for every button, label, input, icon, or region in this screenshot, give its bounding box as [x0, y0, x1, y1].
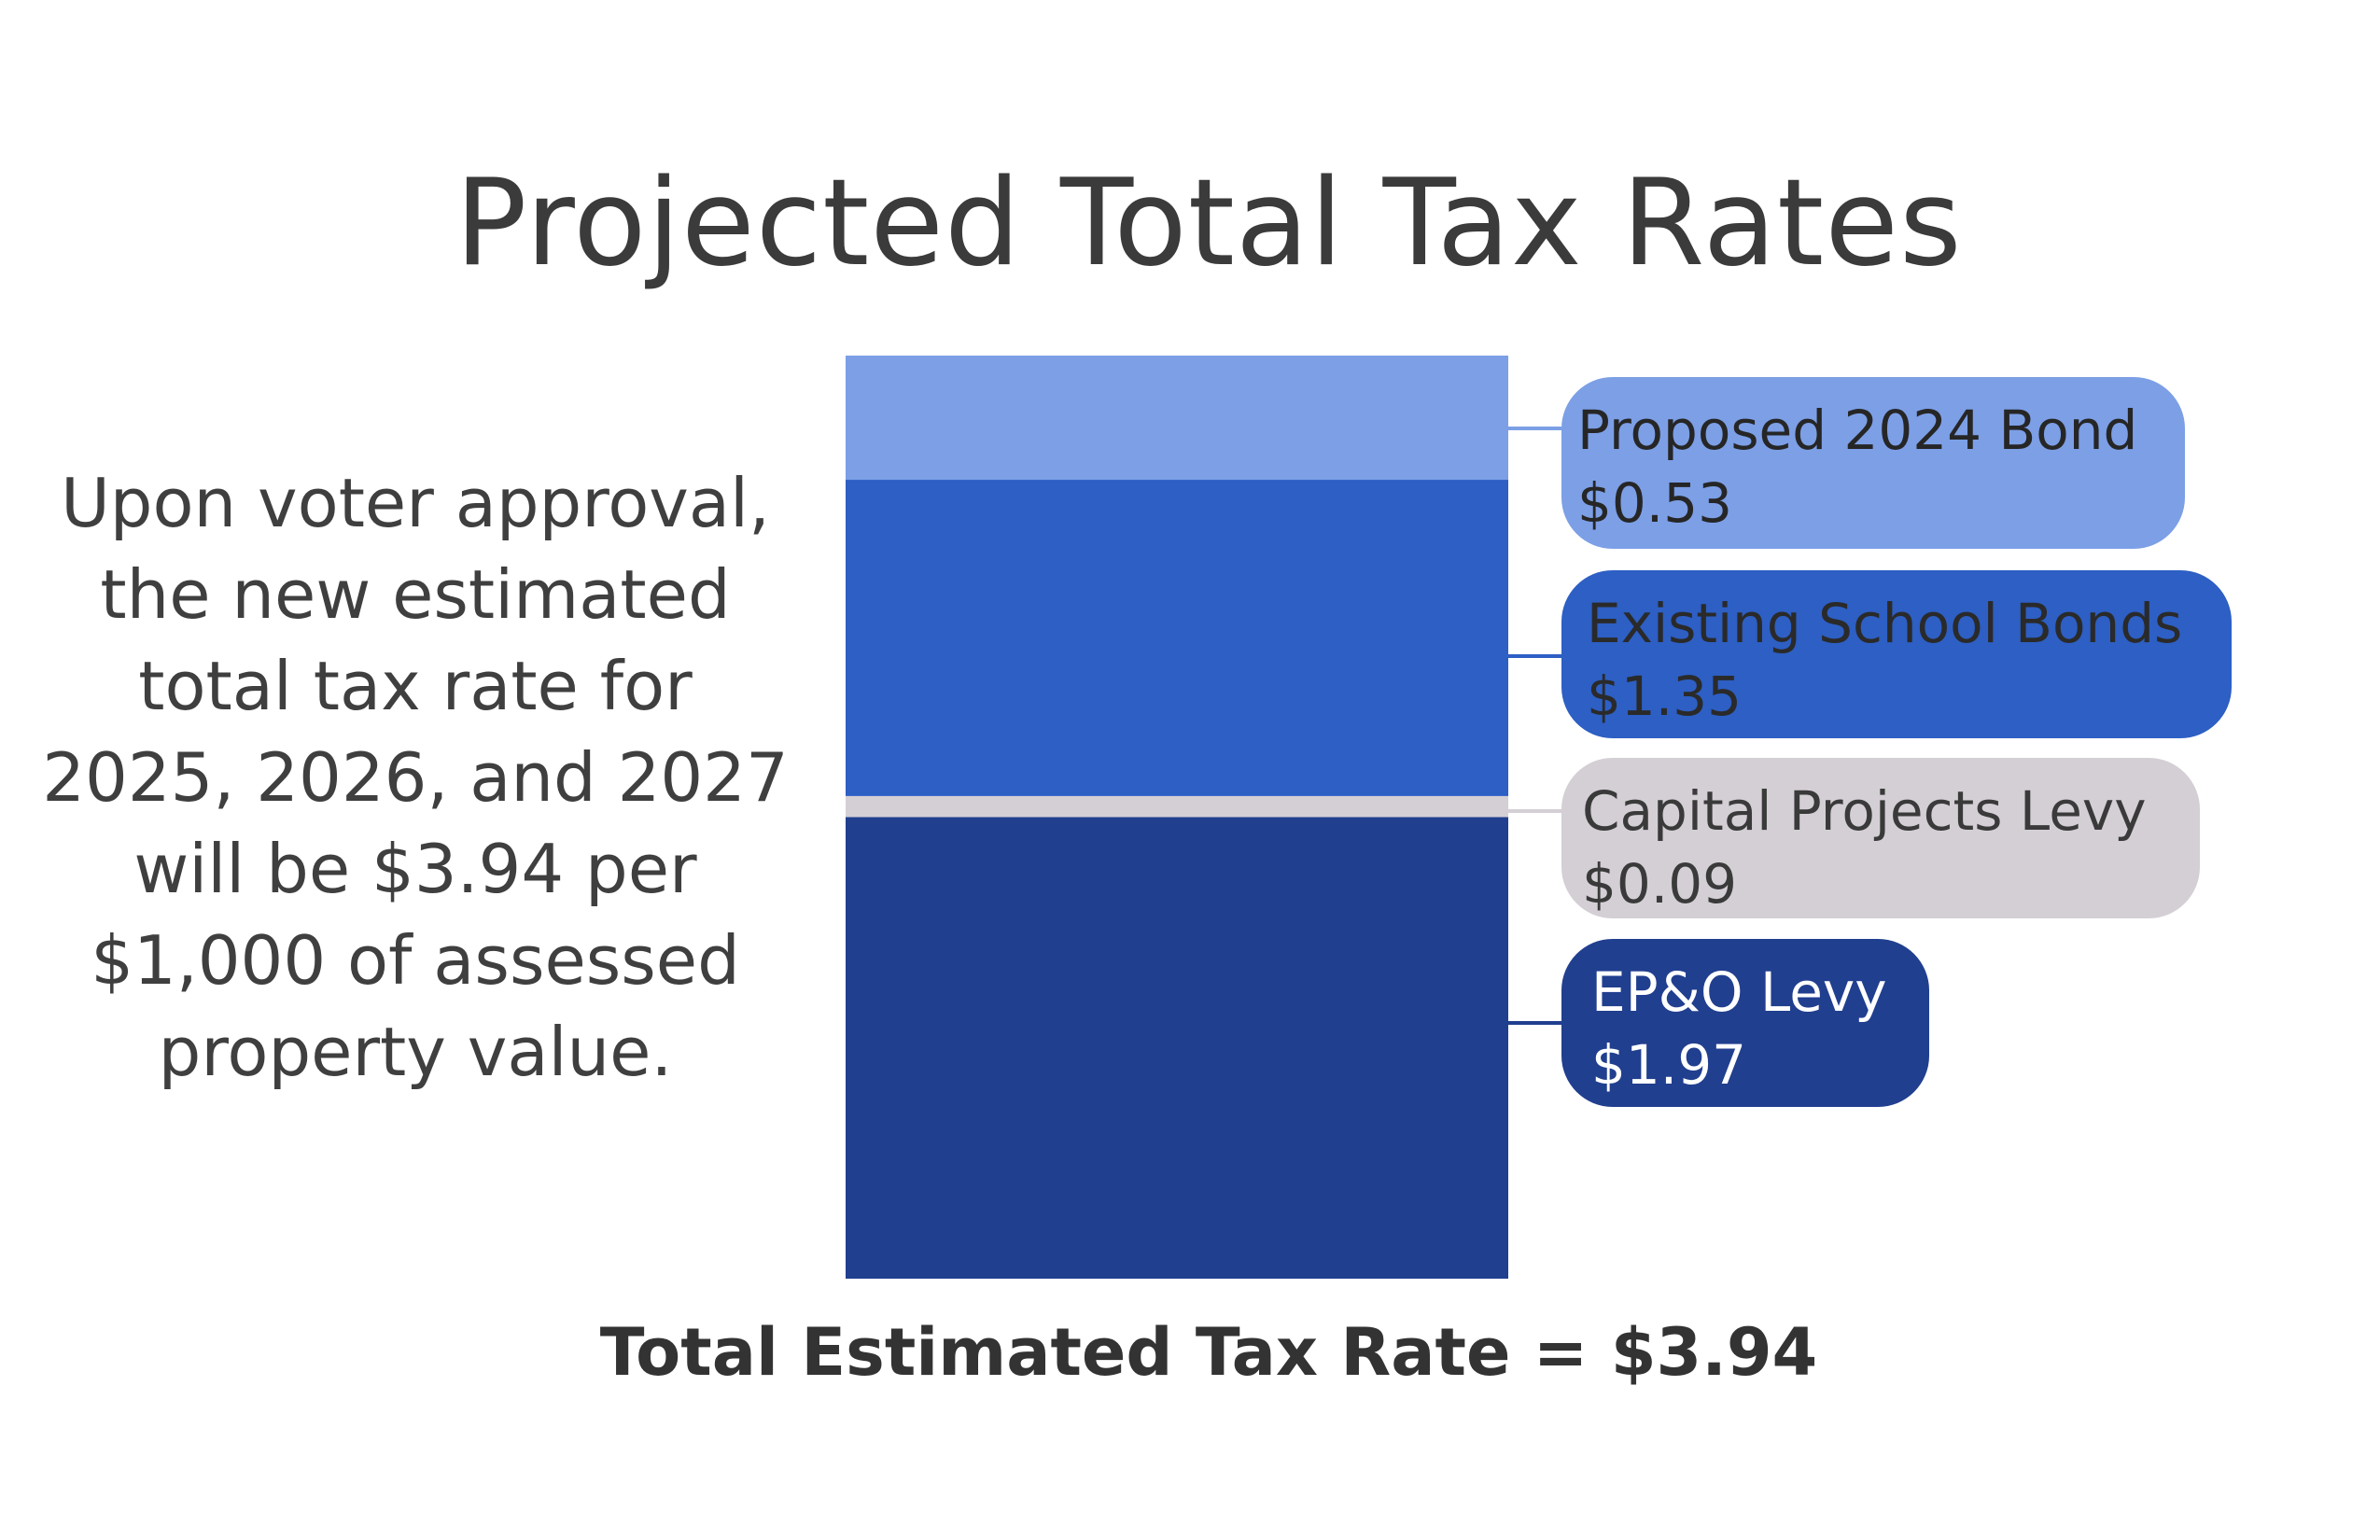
data-label-capital-projects-levy: $0.09 [1582, 852, 1737, 916]
label-box-capital-projects-levy [1561, 758, 2200, 918]
bar-segment-ep-o-levy [846, 817, 1508, 1279]
label-box-proposed-2024-bond [1561, 377, 2185, 549]
bar-segment-existing-school-bonds [846, 480, 1508, 796]
bar-segment-proposed-2024-bond [846, 356, 1508, 481]
legend-name-ep-o-levy: EP&O Levy [1591, 960, 1887, 1024]
data-label-existing-school-bonds: $1.35 [1587, 665, 1742, 728]
data-label-proposed-2024-bond: $0.53 [1577, 471, 1732, 535]
data-label-ep-o-levy: $1.97 [1591, 1033, 1746, 1097]
total-rate-label: Total Estimated Tax Rate = $3.94 [599, 1314, 1818, 1391]
legend-name-proposed-2024-bond: Proposed 2024 Bond [1577, 399, 2137, 462]
legend-name-existing-school-bonds: Existing School Bonds [1587, 592, 2182, 655]
legend-name-capital-projects-levy: Capital Projects Levy [1582, 779, 2147, 843]
description-text: Upon voter approval, the new estimated t… [42, 464, 789, 1091]
label-box-ep-o-levy [1561, 939, 1929, 1107]
bar-segment-capital-projects-levy [846, 795, 1508, 818]
chart-title: Projected Total Tax Rates [455, 154, 1963, 293]
label-box-existing-school-bonds [1561, 570, 2232, 738]
